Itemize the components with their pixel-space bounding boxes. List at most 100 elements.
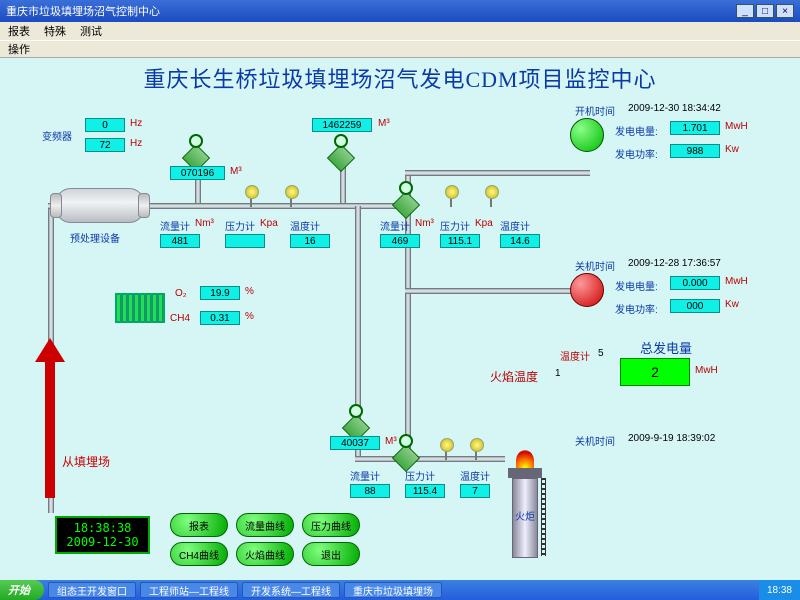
gen2-time-value: 2009-12-28 17:36:57 [628,258,721,269]
toolbar-label[interactable]: 操作 [8,41,30,57]
menubar: 报表 特殊 测试 [0,22,800,40]
sensor-icon [485,191,497,207]
gen1-energy-value: 1.701 [670,121,720,135]
btn-flame-curve[interactable]: 火焰曲线 [236,542,294,566]
total-value: 2 [620,358,690,386]
gen1-power-value: 988 [670,144,720,158]
menu-item[interactable]: 报表 [8,23,30,39]
branch2-top: 1462259 [312,118,372,132]
inverter-alt: 72 [85,138,125,152]
valve-icon [346,418,366,438]
btn-report[interactable]: 报表 [170,513,228,537]
gen2-status-icon [570,273,604,307]
pipe [148,203,408,209]
b2-u0: Nm³ [415,218,434,229]
gen2-time-label: 关机时间 [575,258,615,273]
close-button[interactable]: × [776,4,794,18]
o2-unit: % [245,286,254,297]
menu-item[interactable]: 测试 [80,23,102,39]
start-button[interactable]: 开始 [0,580,44,600]
flare-temp-value: 1 [555,368,561,379]
ch4-unit: % [245,311,254,322]
btn-flow-curve[interactable]: 流量曲线 [236,513,294,537]
inverter-freq-unit: Hz [130,118,142,129]
taskbar: 开始 组态王开发窗口 工程师站—工程线 开发系统—工程线 重庆市垃圾填埋场 18… [0,580,800,600]
gen1-time-value: 2009-12-30 18:34:42 [628,103,721,114]
clock-display: 18:38:38 2009-12-30 [55,516,150,554]
b2-l0: 流量计 [380,218,410,233]
b2-u1: Kpa [475,218,493,229]
flare-temp-label: 火焰温度 [490,368,538,385]
page-title: 重庆长生桥垃圾填埋场沼气发电CDM项目监控中心 [0,62,800,94]
valve-icon [396,448,416,468]
gen1-time-label: 开机时间 [575,103,615,118]
b3-v2: 7 [460,484,490,498]
branch2-top-unit: M³ [378,118,390,129]
taskbar-item[interactable]: 组态王开发窗口 [48,582,136,598]
ch4-label: CH4 [170,313,190,324]
b3-l0: 流量计 [350,468,380,483]
b2-v0: 469 [380,234,420,248]
btn-pressure-curve[interactable]: 压力曲线 [302,513,360,537]
taskbar-item[interactable]: 开发系统—工程线 [242,582,340,598]
flare-temp-sub-label: 温度计 [560,348,590,363]
window-title: 重庆市垃圾填埋场沼气控制中心 [6,3,160,19]
branch3-top-unit: M³ [385,436,397,447]
gen2-energy-unit: MwH [725,276,748,287]
gen2-energy-value: 0.000 [670,276,720,290]
b1-v1 [225,234,265,248]
taskbar-item[interactable]: 工程师站—工程线 [140,582,238,598]
maximize-button[interactable]: □ [756,4,774,18]
sensor-icon [285,191,297,207]
branch1-top: 070196 [170,166,225,180]
system-tray: 18:38 [759,580,800,600]
window-controls: _ □ × [736,4,794,18]
toolbar: 操作 [0,40,800,58]
b3-v0: 88 [350,484,390,498]
b2-l2: 温度计 [500,218,530,233]
gen1-energy-label: 发电电量: [615,123,658,138]
sensor-icon [440,444,452,460]
gen2-power-label: 发电功率: [615,301,658,316]
o2-value: 19.9 [200,286,240,300]
sensor-icon [245,191,257,207]
b2-v2: 14.6 [500,234,540,248]
gen1-status-icon [570,118,604,152]
inverter-freq: 0 [85,118,125,132]
pretreatment-vessel [55,188,145,223]
b3-l1: 压力计 [405,468,435,483]
flare-label: 火炬 [515,508,535,523]
sensor-icon [445,191,457,207]
menu-item[interactable]: 特殊 [44,23,66,39]
inverter-alt-unit: Hz [130,138,142,149]
flare-temp-sub-value: 5 [598,348,604,359]
b1-l1: 压力计 [225,218,255,233]
inflow-arrow-icon [45,358,55,498]
taskbar-item[interactable]: 重庆市垃圾填埋场 [344,582,442,598]
total-unit: MwH [695,365,718,376]
minimize-button[interactable]: _ [736,4,754,18]
b1-v2: 16 [290,234,330,248]
valve-icon [396,195,416,215]
scada-canvas: 重庆长生桥垃圾填埋场沼气发电CDM项目监控中心 预处理设备 变频器 0 Hz 7… [0,58,800,580]
ch4-value: 0.31 [200,311,240,325]
b3-v1: 115.4 [405,484,445,498]
gen1-power-unit: Kw [725,144,739,155]
b1-l2: 温度计 [290,218,320,233]
total-label: 总发电量 [640,338,692,357]
flare-time-label: 关机时间 [575,433,615,448]
btn-exit[interactable]: 退出 [302,542,360,566]
valve-icon [186,148,206,168]
gen2-energy-label: 发电电量: [615,278,658,293]
inverter-label: 变频器 [42,128,72,143]
window-titlebar: 重庆市垃圾填埋场沼气控制中心 _ □ × [0,0,800,22]
b1-l0: 流量计 [160,218,190,233]
gas-panel [115,293,165,323]
b3-l2: 温度计 [460,468,490,483]
branch3-top: 40037 [330,436,380,450]
btn-ch4-curve[interactable]: CH4曲线 [170,542,228,566]
gen1-power-label: 发电功率: [615,146,658,161]
o2-label: O₂ [175,288,187,299]
b1-u1: Kpa [260,218,278,229]
b2-l1: 压力计 [440,218,470,233]
